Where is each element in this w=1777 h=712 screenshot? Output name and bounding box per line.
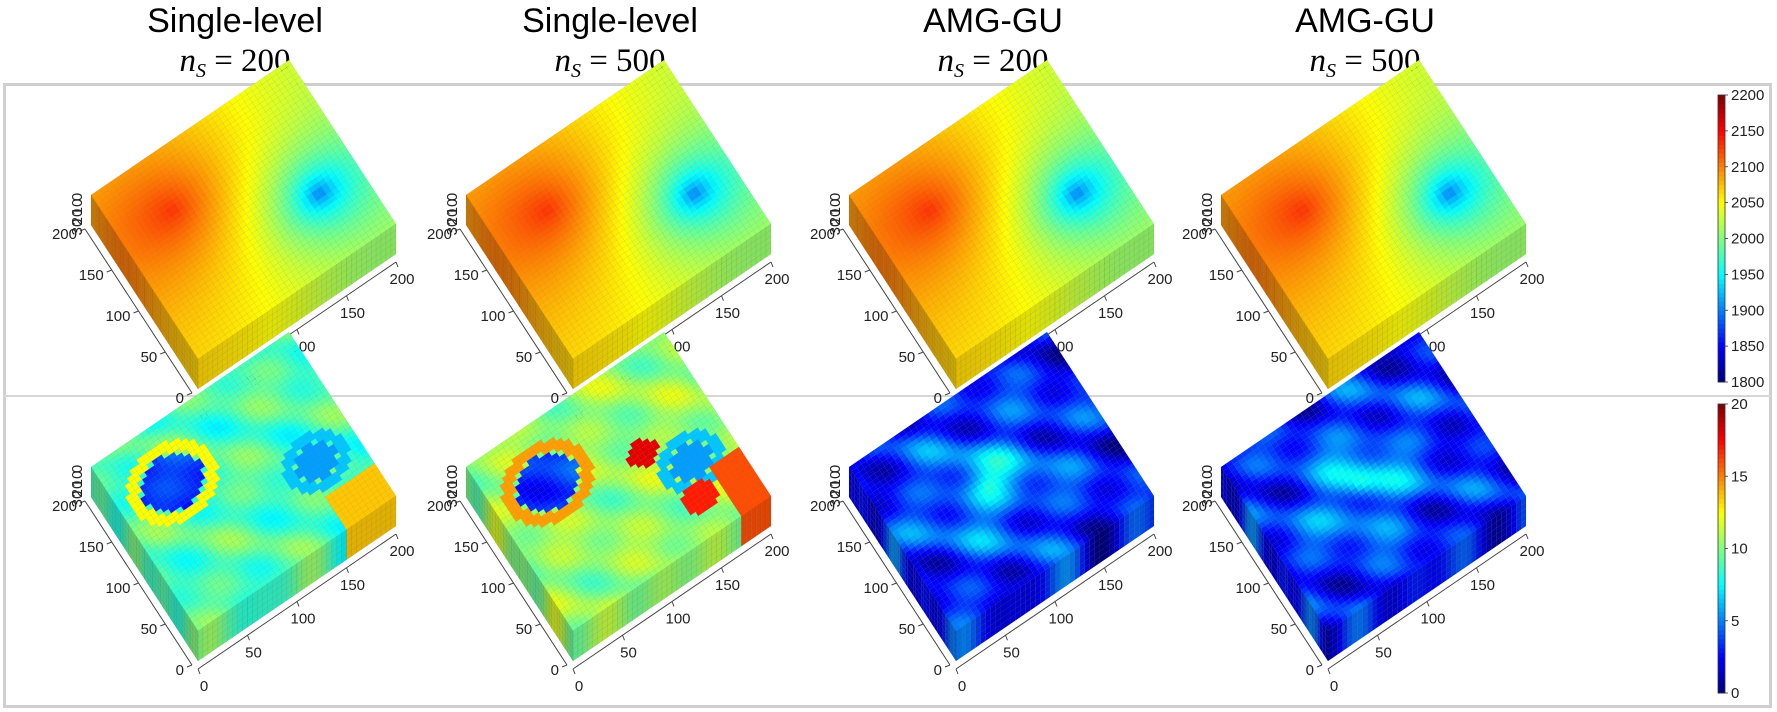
y-tick [106, 269, 112, 273]
x-tick [671, 329, 675, 335]
y-tick-label: 150 [79, 267, 104, 284]
x-tick [346, 295, 349, 301]
y-tick [133, 310, 139, 314]
x-tick-label: 200 [389, 271, 414, 288]
y-tick [186, 392, 193, 396]
y-tick [508, 310, 514, 314]
x-tick-label: 150 [340, 305, 365, 322]
x-tick [721, 295, 724, 301]
y-tick [561, 392, 568, 396]
x-tick-label: 150 [715, 305, 740, 322]
y-tick-label: 100 [480, 308, 505, 325]
z-tick-label: 30 [69, 219, 86, 236]
column-method-label: AMG-GU [923, 2, 1063, 40]
y-tick [535, 351, 541, 355]
x-tick [770, 261, 774, 268]
z-tick-label: 30 [444, 219, 461, 236]
y-tick [160, 351, 166, 355]
y-tick-label: 150 [454, 267, 479, 284]
row-divider [3, 395, 1772, 397]
column-ns-label: nS = 500 [1309, 43, 1421, 82]
x-tick [296, 329, 300, 335]
column-title-4: AMG-GU nS = 500 [1215, 0, 1515, 90]
column-method-label: Single-level [522, 2, 698, 40]
y-tick [481, 269, 487, 273]
column-method-label: AMG-GU [1295, 2, 1435, 40]
column-ns-label: nS = 500 [554, 43, 666, 82]
x-tick-label: 200 [764, 271, 789, 288]
column-title-2: Single-level nS = 500 [460, 0, 760, 90]
x-tick [395, 261, 399, 268]
column-method-label: Single-level [147, 2, 323, 40]
y-tick-label: 50 [516, 349, 533, 366]
column-title-1: Single-level nS = 200 [85, 0, 385, 90]
column-title-3: AMG-GU nS = 200 [843, 0, 1143, 90]
y-tick-label: 100 [105, 308, 130, 325]
y-tick-label: 50 [141, 349, 158, 366]
